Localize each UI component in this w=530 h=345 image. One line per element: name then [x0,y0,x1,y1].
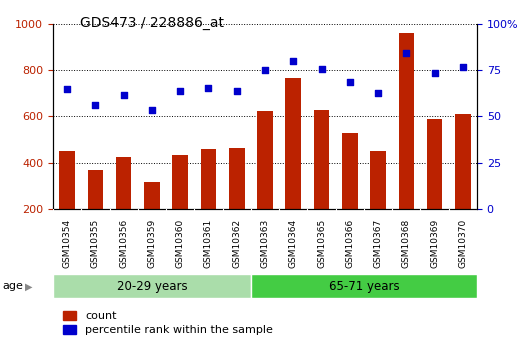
Point [261,68,269,73]
Point [402,50,411,56]
Text: GSM10362: GSM10362 [232,219,241,268]
Bar [286,78,301,209]
Text: GSM10368: GSM10368 [402,219,411,268]
Text: GDS473 / 228886_at: GDS473 / 228886_at [80,16,224,30]
Text: GSM10367: GSM10367 [374,219,383,268]
Text: 20-29 years: 20-29 years [117,280,187,293]
Text: GSM10365: GSM10365 [317,219,326,268]
Text: GSM10360: GSM10360 [176,219,184,268]
Bar [342,132,358,209]
Text: GSM10355: GSM10355 [91,219,100,268]
Text: GSM10369: GSM10369 [430,219,439,268]
Text: 65-71 years: 65-71 years [329,280,399,293]
Point [346,79,354,85]
Bar [59,151,75,209]
Point [317,66,326,72]
Text: age: age [3,282,23,291]
Bar [116,157,131,209]
Point [289,58,297,64]
Point [119,92,128,97]
Bar [201,149,216,209]
Bar [455,114,471,209]
Point [374,91,382,96]
Point [176,88,184,94]
Point [63,86,72,91]
Bar [399,33,414,209]
Bar [370,151,386,209]
Text: ▶: ▶ [25,282,33,291]
Text: GSM10370: GSM10370 [458,219,467,268]
Bar [53,274,251,298]
Bar [427,119,443,209]
Point [458,64,467,70]
Legend: count, percentile rank within the sample: count, percentile rank within the sample [58,306,278,339]
Text: GSM10359: GSM10359 [147,219,156,268]
Bar [87,169,103,209]
Bar [251,274,477,298]
Text: GSM10356: GSM10356 [119,219,128,268]
Point [204,85,213,90]
Bar [229,148,244,209]
Text: GSM10354: GSM10354 [63,219,72,268]
Point [233,88,241,94]
Bar [144,182,160,209]
Text: GSM10363: GSM10363 [261,219,269,268]
Text: GSM10366: GSM10366 [346,219,354,268]
Point [148,107,156,112]
Point [430,70,439,75]
Text: GSM10361: GSM10361 [204,219,213,268]
Text: GSM10364: GSM10364 [289,219,298,268]
Bar [314,109,329,209]
Bar [257,111,273,209]
Point [91,102,100,108]
Bar [172,155,188,209]
